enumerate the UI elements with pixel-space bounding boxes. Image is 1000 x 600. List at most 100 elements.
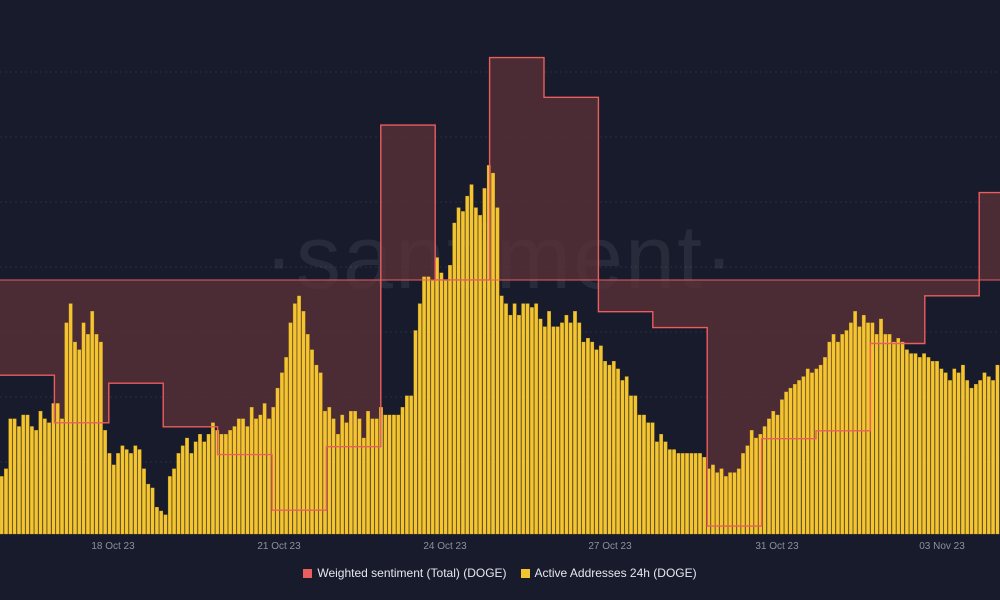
address-bar <box>590 341 595 535</box>
address-bar <box>51 403 56 535</box>
address-bar <box>986 376 991 535</box>
address-bar <box>249 407 254 535</box>
address-bar <box>25 414 30 535</box>
address-bar <box>228 430 233 535</box>
address-bar <box>73 341 77 535</box>
address-bar <box>775 414 780 535</box>
address-bar <box>86 334 90 535</box>
address-bar <box>848 322 853 535</box>
address-bar <box>711 464 715 535</box>
address-bar <box>629 395 633 535</box>
address-bar <box>952 368 957 535</box>
address-bar <box>146 483 151 535</box>
address-bar <box>538 318 543 535</box>
address-bar <box>301 311 306 535</box>
address-bar <box>409 395 414 535</box>
address-bar <box>917 357 922 535</box>
address-bar <box>637 414 642 535</box>
sentiment-step-line <box>0 56 1000 527</box>
address-bar <box>642 414 646 535</box>
address-bar <box>469 184 474 535</box>
address-bar <box>512 303 517 535</box>
address-bar <box>219 434 224 535</box>
address-bar <box>499 295 504 535</box>
address-bar <box>909 353 914 535</box>
address-bar <box>573 311 577 535</box>
address-bar <box>111 464 116 535</box>
address-bar <box>94 334 99 535</box>
address-bar <box>810 372 814 535</box>
address-bar <box>732 472 737 535</box>
address-bar <box>831 334 836 535</box>
address-bar <box>129 453 133 535</box>
address-bar <box>357 418 362 535</box>
address-bar <box>310 349 314 535</box>
address-bar <box>870 322 875 535</box>
address-bar <box>314 364 319 535</box>
address-bar <box>120 445 125 535</box>
address-bar <box>883 334 888 535</box>
address-bar <box>331 418 336 535</box>
address-bar <box>581 341 586 535</box>
address-bar <box>318 372 323 535</box>
address-bar <box>853 311 858 535</box>
address-bar <box>913 353 918 535</box>
address-bar <box>995 364 1000 535</box>
address-bar <box>258 414 263 535</box>
address-bar <box>482 188 487 535</box>
address-bar <box>103 430 108 535</box>
address-bar <box>491 172 495 535</box>
address-bar <box>107 453 112 535</box>
address-bar <box>650 422 655 535</box>
x-tick-label: 03 Nov 23 <box>919 541 965 552</box>
address-bar <box>624 376 629 535</box>
address-bar <box>77 349 82 535</box>
address-bar <box>771 410 776 535</box>
address-bar <box>443 280 448 535</box>
address-bar <box>30 426 34 535</box>
address-bar <box>150 487 155 535</box>
x-tick-label: 31 Oct 23 <box>755 541 799 552</box>
address-bar <box>943 372 948 535</box>
address-bar <box>741 453 745 535</box>
address-bar <box>417 303 422 535</box>
address-bar <box>193 441 198 535</box>
address-bar <box>861 314 866 535</box>
address-bar <box>495 207 500 535</box>
address-bar <box>767 418 771 535</box>
address-bar <box>383 414 388 535</box>
address-bar <box>542 326 547 535</box>
address-bar <box>930 361 935 535</box>
address-bar <box>736 468 741 535</box>
address-bar <box>366 410 370 535</box>
address-bar <box>517 314 521 535</box>
address-bar <box>818 364 823 535</box>
legend-item-sentiment[interactable]: Weighted sentiment (Total) (DOGE) <box>303 566 507 580</box>
address-bar <box>280 372 284 535</box>
address-bar <box>81 322 86 535</box>
address-bar <box>607 364 612 535</box>
address-bar <box>68 303 73 535</box>
legend-swatch-addresses <box>520 568 530 578</box>
address-bar <box>353 410 358 535</box>
address-bar <box>667 449 672 535</box>
address-bar <box>124 449 129 535</box>
address-bar <box>305 334 310 535</box>
address-bar <box>64 322 69 535</box>
address-bar <box>525 303 530 535</box>
address-bar <box>374 418 379 535</box>
address-bar <box>905 349 909 535</box>
address-bar <box>969 387 974 535</box>
legend-item-addresses[interactable]: Active Addresses 24h (DOGE) <box>520 566 697 580</box>
address-bar <box>991 380 995 535</box>
address-bar <box>555 326 560 535</box>
address-bar <box>611 361 616 535</box>
address-bar <box>698 453 702 535</box>
address-bar <box>327 407 332 535</box>
address-bar <box>827 341 832 535</box>
address-bar <box>344 422 349 535</box>
address-bar <box>292 303 297 535</box>
address-bar <box>594 349 599 535</box>
address-bar <box>676 453 681 535</box>
